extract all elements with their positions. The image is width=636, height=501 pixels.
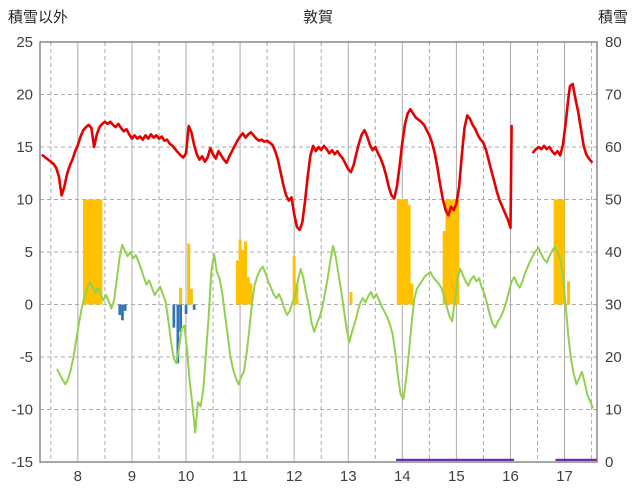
orange-bars-bar: [402, 199, 406, 305]
left-axis-tick-label: 10: [16, 192, 33, 209]
x-axis-tick-label: 17: [556, 468, 573, 485]
orange-bars-bar: [456, 199, 460, 305]
orange-bars-bar: [399, 199, 403, 305]
orange-bars-bar: [238, 239, 242, 305]
orange-bars-bar: [445, 199, 449, 305]
orange-bars-bar: [442, 231, 446, 305]
orange-bars-bar: [396, 199, 400, 305]
left-axis-tick-label: -10: [11, 402, 33, 419]
orange-bars-bar: [561, 199, 565, 305]
right-axis-tick-label: 60: [605, 139, 622, 156]
right-axis-title: 積雪: [597, 9, 628, 26]
red-line: [41, 82, 593, 232]
left-axis-tick-label: -15: [11, 454, 33, 471]
left-axis-tick-label: 25: [16, 34, 33, 51]
orange-bars-bar: [179, 287, 183, 305]
x-axis-tick-label: 10: [178, 468, 195, 485]
x-axis-tick-label: 11: [232, 468, 248, 485]
orange-bars-bar: [448, 199, 452, 305]
orange-bars-bar: [187, 243, 191, 305]
orange-bars-bar: [235, 260, 239, 305]
orange-bars-bar: [450, 199, 454, 305]
left-axis-tick-label: 0: [25, 297, 33, 314]
left-axis-tick-label: -5: [20, 349, 33, 366]
left-axis-tick-label: 15: [16, 139, 33, 156]
orange-bars-bar: [246, 277, 250, 305]
orange-bars-bar: [349, 291, 353, 305]
orange-bars-bar: [553, 199, 557, 305]
right-axis-tick-label: 80: [605, 34, 622, 51]
orange-bars-bar: [404, 199, 408, 305]
x-axis-tick-label: 15: [448, 468, 465, 485]
x-axis-tick-label: 8: [74, 468, 82, 485]
orange-bars-bar: [410, 283, 414, 305]
orange-bars-bar: [189, 288, 193, 305]
orange-bars-bar: [241, 249, 245, 305]
right-axis-tick-label: 10: [605, 402, 622, 419]
orange-bars-bar: [91, 199, 95, 305]
chart-title: 敦賀: [302, 9, 333, 26]
right-axis-tick-label: 30: [605, 297, 622, 314]
left-axis-tick-label: 20: [16, 87, 33, 104]
right-axis-tick-label: 20: [605, 349, 622, 366]
orange-bars-bar: [93, 199, 97, 305]
orange-bars-bar: [567, 281, 571, 305]
orange-bars-bar: [88, 199, 92, 305]
blue-bars-bar: [121, 304, 124, 321]
blue-bars-bar: [179, 304, 182, 332]
orange-bars-bar: [249, 283, 253, 305]
orange-bars-bar: [99, 199, 103, 305]
right-axis-tick-label: 70: [605, 87, 622, 104]
blue-bars-bar: [172, 304, 176, 328]
blue-bars-bar: [192, 304, 196, 310]
orange-bars-bar: [244, 241, 247, 305]
orange-bars-bar: [85, 199, 89, 305]
blue-bars-bar: [123, 304, 127, 311]
orange-bars-bar: [83, 199, 87, 305]
left-axis-tick-label: 5: [25, 244, 33, 261]
green-line: [56, 243, 594, 434]
orange-bars-bar: [559, 199, 562, 305]
orange-bars-bar: [453, 199, 457, 305]
blue-bars-bar: [176, 304, 180, 364]
blue-bars-bar: [184, 304, 188, 314]
blue-bars-bar: [118, 304, 122, 315]
x-axis-tick-label: 14: [394, 468, 411, 485]
right-axis-tick-label: 50: [605, 192, 622, 209]
x-axis-tick-label: 12: [286, 468, 303, 485]
orange-bars-bar: [292, 256, 296, 305]
orange-bars-bar: [295, 283, 299, 305]
orange-bars-bar: [407, 204, 411, 305]
right-axis-tick-label: 40: [605, 244, 622, 261]
plot-border: [39, 41, 598, 463]
orange-bars-bar: [96, 199, 100, 305]
x-axis-tick-label: 16: [502, 468, 519, 485]
x-axis-tick-label: 13: [340, 468, 357, 485]
right-axis-tick-label: 0: [605, 454, 613, 471]
x-axis-tick-label: 9: [128, 468, 136, 485]
left-axis-title: 積雪以外: [8, 9, 69, 26]
